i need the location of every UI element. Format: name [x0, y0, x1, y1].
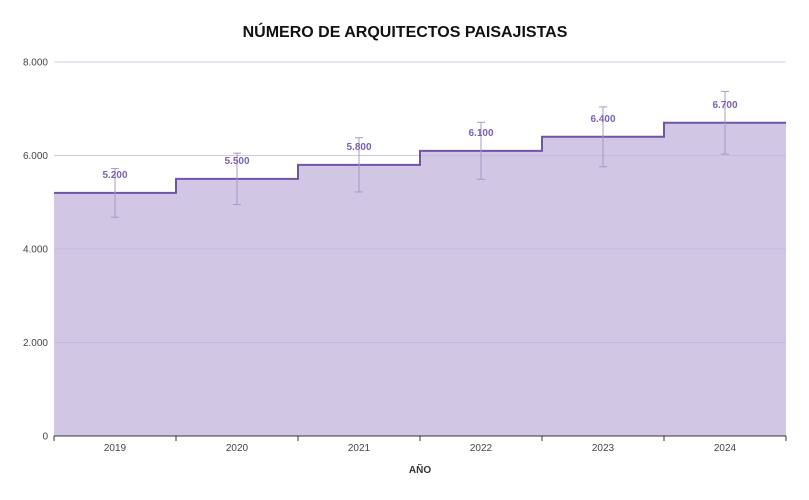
x-tick-label: 2020 [226, 443, 249, 454]
plot-area [54, 61, 786, 437]
x-tick-label: 2024 [714, 443, 737, 454]
data-label: 5.200 [102, 170, 127, 181]
chart-title: NÚMERO DE ARQUITECTOS PAISAJISTAS [243, 22, 568, 41]
data-label: 5.800 [346, 142, 371, 153]
data-label: 5.500 [224, 156, 249, 167]
y-tick-label: 4.000 [23, 245, 48, 256]
series-step-line [54, 121, 786, 194]
area-fill [54, 122, 786, 437]
x-axis-ticks: 2019 2020 2021 2022 2023 2024 [53, 436, 787, 454]
error-bar [233, 152, 241, 206]
y-axis-ticks: 0 2.000 4.000 6.000 8.000 [23, 58, 48, 443]
error-bar [721, 90, 729, 155]
data-label: 6.100 [468, 128, 493, 139]
error-bar [355, 137, 363, 193]
error-bar [599, 106, 607, 168]
x-tick-label: 2022 [470, 443, 493, 454]
error-bar [477, 121, 485, 180]
x-axis-title: AÑO [409, 463, 431, 476]
error-bar [111, 168, 119, 218]
y-tick-label: 2.000 [23, 338, 48, 349]
data-labels: 5.200 5.500 5.800 6.100 6.400 6.700 [102, 100, 737, 181]
data-label: 6.400 [590, 114, 615, 125]
error-bars [111, 90, 729, 218]
x-tick-label: 2023 [592, 443, 615, 454]
y-tick-label: 6.000 [23, 151, 48, 162]
x-tick-label: 2019 [104, 443, 127, 454]
y-tick-label: 8.000 [23, 58, 48, 69]
data-label: 6.700 [712, 100, 737, 111]
x-tick-label: 2021 [348, 443, 371, 454]
y-tick-label: 0 [42, 432, 48, 443]
